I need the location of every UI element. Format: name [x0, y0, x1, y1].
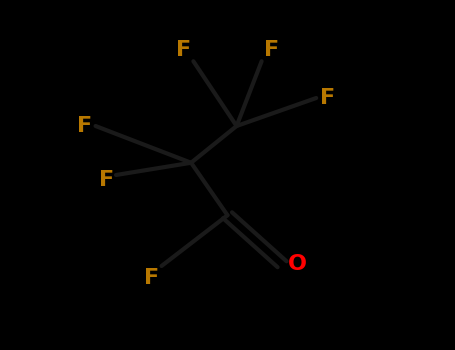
Text: F: F	[99, 170, 114, 190]
Text: O: O	[288, 254, 307, 274]
Text: F: F	[144, 268, 159, 288]
Text: F: F	[264, 40, 279, 60]
Text: F: F	[176, 40, 191, 60]
Text: F: F	[320, 88, 335, 108]
Text: F: F	[77, 116, 92, 136]
